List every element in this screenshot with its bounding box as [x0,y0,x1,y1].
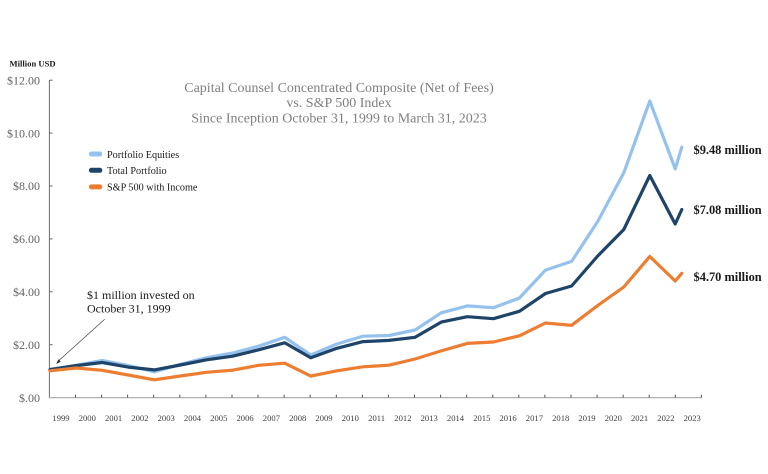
svg-text:$.00: $.00 [19,391,40,405]
svg-text:Since Inception October 31, 19: Since Inception October 31, 1999 to Marc… [191,112,487,127]
svg-text:2001: 2001 [105,413,122,423]
svg-text:$4.00: $4.00 [13,285,40,299]
svg-text:$8.00: $8.00 [13,179,40,193]
svg-text:October 31, 1999: October 31, 1999 [87,301,171,315]
svg-text:2000: 2000 [79,413,96,423]
svg-text:2011: 2011 [368,413,385,423]
svg-text:2004: 2004 [184,413,202,423]
svg-text:2019: 2019 [578,413,595,423]
svg-text:2020: 2020 [605,413,622,423]
svg-text:2014: 2014 [447,413,465,423]
svg-text:vs. S&P 500 Index: vs. S&P 500 Index [286,96,391,111]
svg-text:2018: 2018 [552,413,569,423]
svg-text:$6.00: $6.00 [13,232,40,246]
svg-text:2005: 2005 [210,413,227,423]
svg-text:$4.70 million: $4.70 million [694,270,762,284]
svg-text:2012: 2012 [394,413,411,423]
svg-text:2023: 2023 [684,413,701,423]
svg-text:Capital Counsel Concentrated C: Capital Counsel Concentrated Composite (… [184,81,494,96]
svg-text:2007: 2007 [263,413,281,423]
svg-text:2010: 2010 [342,413,359,423]
svg-text:2002: 2002 [131,413,148,423]
svg-text:2006: 2006 [237,413,255,423]
svg-text:2008: 2008 [289,413,306,423]
svg-text:1999: 1999 [52,413,69,423]
svg-text:2013: 2013 [421,413,438,423]
svg-text:2015: 2015 [473,413,490,423]
svg-text:2017: 2017 [526,413,544,423]
svg-text:2016: 2016 [500,413,518,423]
svg-text:2021: 2021 [631,413,648,423]
svg-text:$12.00: $12.00 [7,73,40,87]
svg-text:2022: 2022 [657,413,674,423]
svg-text:$2.00: $2.00 [13,338,40,352]
svg-text:Million USD: Million USD [10,59,56,69]
svg-text:Total Portfolio: Total Portfolio [107,166,167,177]
svg-text:2009: 2009 [315,413,332,423]
svg-text:Portfolio Equities: Portfolio Equities [107,150,179,161]
svg-text:$10.00: $10.00 [7,126,40,140]
svg-text:2003: 2003 [158,413,175,423]
svg-text:S&P 500 with Income: S&P 500 with Income [107,183,198,194]
svg-text:$7.08 million: $7.08 million [694,203,762,217]
svg-text:$9.48 million: $9.48 million [694,143,762,157]
svg-text:$1 million invested on: $1 million invested on [87,288,195,302]
